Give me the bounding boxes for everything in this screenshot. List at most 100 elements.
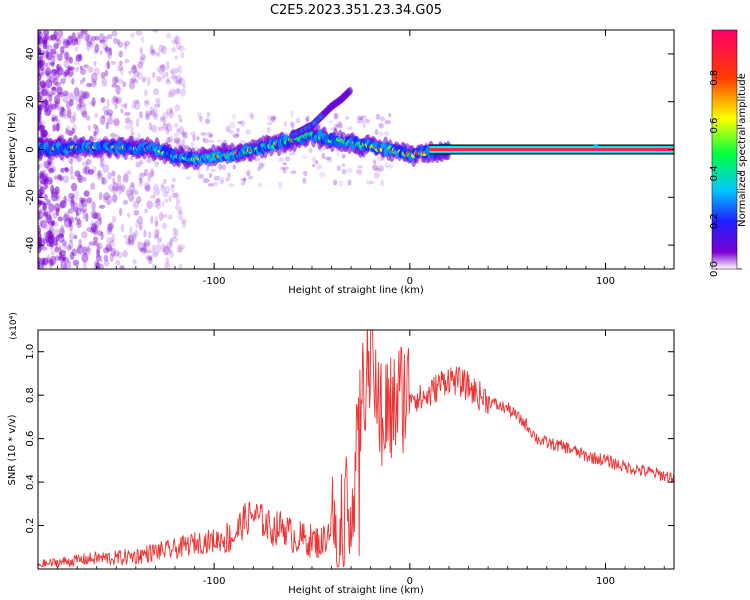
noise-speckle bbox=[360, 115, 367, 122]
noise-speckle bbox=[83, 91, 90, 100]
noise-speckle bbox=[51, 220, 56, 226]
noise-speckle bbox=[76, 31, 84, 38]
noise-speckle bbox=[154, 220, 159, 228]
noise-speckle bbox=[177, 210, 184, 221]
carrier-band-core bbox=[429, 148, 674, 151]
noise-speckle bbox=[337, 122, 343, 129]
noise-speckle bbox=[143, 100, 150, 107]
noise-speckle bbox=[88, 101, 96, 106]
noise-speckle bbox=[356, 115, 363, 121]
noise-speckle bbox=[143, 181, 150, 190]
noise-speckle bbox=[346, 167, 353, 174]
noise-speckle bbox=[171, 236, 178, 243]
noise-speckle bbox=[364, 118, 371, 124]
noise-speckle bbox=[43, 193, 48, 201]
noise-speckle bbox=[70, 182, 78, 192]
noise-speckle bbox=[173, 122, 179, 128]
noise-speckle bbox=[87, 169, 94, 175]
noise-speckle bbox=[40, 219, 47, 229]
noise-speckle bbox=[91, 35, 97, 42]
noise-speckle bbox=[42, 211, 47, 217]
noise-speckle bbox=[84, 32, 90, 42]
noise-speckle bbox=[384, 162, 389, 168]
noise-speckle bbox=[44, 109, 52, 116]
noise-speckle bbox=[164, 71, 169, 78]
noise-speckle bbox=[58, 110, 64, 118]
noise-speckle bbox=[159, 64, 164, 70]
noise-speckle bbox=[127, 239, 135, 246]
noise-speckle bbox=[54, 255, 60, 262]
noise-speckle bbox=[311, 156, 317, 163]
noise-speckle bbox=[86, 227, 93, 233]
noise-speckle bbox=[112, 177, 116, 185]
noise-speckle bbox=[55, 240, 59, 247]
noise-speckle bbox=[75, 36, 81, 46]
noise-speckle bbox=[39, 170, 45, 179]
noise-speckle bbox=[88, 38, 95, 49]
noise-speckle bbox=[86, 44, 91, 51]
noise-speckle bbox=[379, 122, 383, 128]
noise-speckle bbox=[38, 30, 42, 35]
noise-speckle bbox=[76, 173, 82, 182]
noise-speckle bbox=[105, 121, 109, 130]
noise-speckle bbox=[158, 211, 164, 222]
noise-speckle bbox=[75, 211, 79, 217]
noise-speckle bbox=[182, 132, 189, 138]
noise-speckle bbox=[66, 244, 72, 251]
noise-speckle bbox=[150, 215, 154, 224]
noise-speckle bbox=[162, 111, 169, 119]
noise-speckle bbox=[43, 105, 49, 113]
noise-speckle bbox=[41, 88, 48, 97]
noise-speckle bbox=[52, 124, 57, 132]
noise-speckle bbox=[338, 180, 344, 187]
noise-speckle bbox=[64, 69, 70, 76]
noise-speckle bbox=[74, 189, 79, 200]
noise-speckle bbox=[82, 246, 88, 255]
noise-speckle bbox=[130, 32, 135, 39]
noise-speckle bbox=[378, 131, 383, 137]
noise-speckle bbox=[260, 162, 266, 167]
noise-speckle bbox=[78, 53, 83, 62]
spectrogram-x-tick-label: 0 bbox=[407, 276, 413, 287]
noise-speckle bbox=[178, 244, 186, 250]
noise-speckle bbox=[145, 254, 151, 261]
noise-speckle bbox=[73, 234, 78, 240]
noise-speckle bbox=[327, 156, 333, 163]
noise-speckle bbox=[69, 252, 75, 260]
noise-speckle bbox=[137, 215, 144, 225]
noise-speckle bbox=[42, 30, 50, 37]
noise-speckle bbox=[107, 171, 112, 180]
noise-speckle bbox=[147, 76, 151, 87]
noise-speckle bbox=[213, 181, 219, 186]
noise-speckle bbox=[38, 163, 41, 171]
noise-speckle bbox=[197, 169, 201, 176]
noise-speckle bbox=[69, 199, 76, 205]
noise-speckle bbox=[219, 179, 225, 185]
noise-speckle bbox=[85, 212, 89, 222]
noise-speckle bbox=[140, 36, 145, 43]
noise-speckle bbox=[178, 45, 186, 51]
noise-speckle bbox=[85, 115, 91, 121]
noise-speckle bbox=[74, 216, 78, 221]
noise-speckle bbox=[160, 115, 166, 120]
noise-speckle bbox=[38, 263, 41, 269]
noise-speckle bbox=[142, 241, 150, 247]
noise-speckle bbox=[38, 110, 41, 117]
noise-speckle bbox=[194, 146, 199, 151]
noise-speckle bbox=[71, 38, 79, 46]
noise-speckle bbox=[106, 60, 110, 70]
noise-speckle bbox=[149, 49, 156, 56]
noise-speckle bbox=[101, 114, 106, 120]
noise-speckle bbox=[49, 241, 55, 248]
noise-speckle bbox=[86, 197, 93, 204]
noise-speckle bbox=[174, 104, 181, 112]
noise-speckle bbox=[128, 184, 136, 194]
noise-speckle bbox=[170, 183, 175, 188]
noise-speckle bbox=[39, 124, 46, 131]
noise-speckle bbox=[62, 213, 69, 222]
noise-speckle bbox=[171, 177, 177, 183]
noise-speckle bbox=[180, 88, 187, 97]
noise-speckle bbox=[130, 65, 138, 74]
noise-speckle bbox=[54, 186, 60, 195]
noise-speckle bbox=[68, 56, 74, 64]
